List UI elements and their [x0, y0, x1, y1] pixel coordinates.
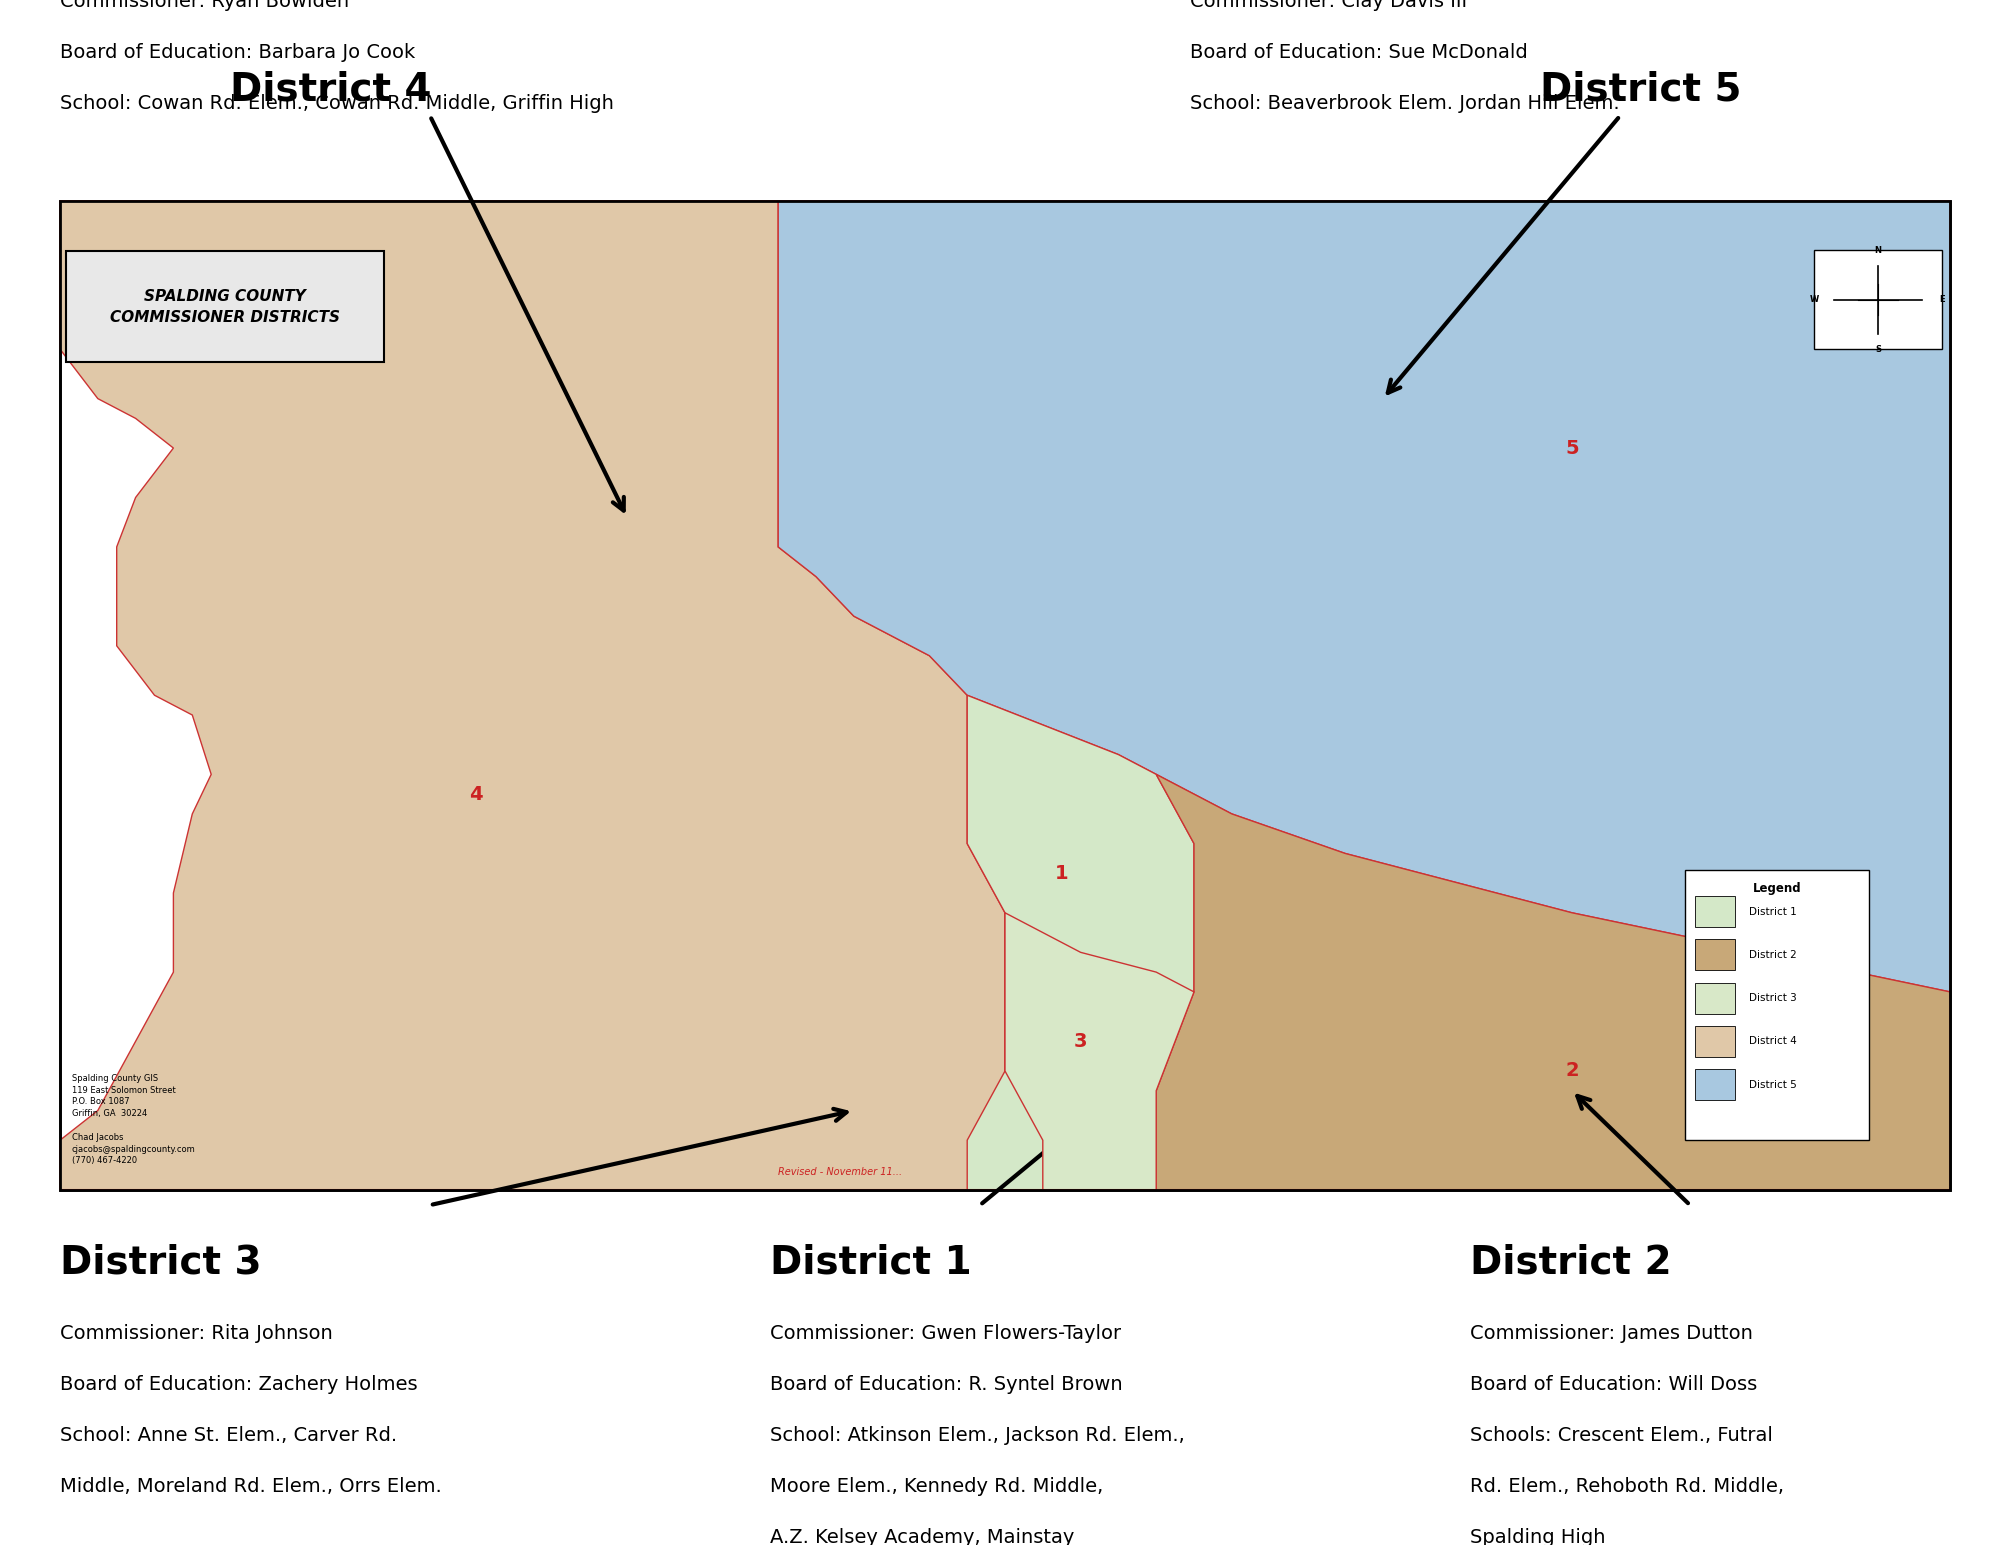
Bar	[1696, 1069, 1736, 1100]
Text: 4: 4	[468, 785, 482, 803]
Text: Commissioner: Gwen Flowers-Taylor: Commissioner: Gwen Flowers-Taylor	[770, 1324, 1122, 1343]
Bar	[1696, 1026, 1736, 1057]
Text: 3: 3	[1074, 1032, 1088, 1051]
FancyBboxPatch shape	[1814, 250, 1942, 349]
Text: Legend: Legend	[1754, 882, 1802, 895]
Text: District 5: District 5	[1750, 1080, 1798, 1089]
Text: Board of Education: Sue McDonald: Board of Education: Sue McDonald	[1190, 43, 1528, 62]
Text: District 1: District 1	[1750, 907, 1798, 916]
Text: W: W	[1810, 295, 1818, 304]
Text: District 3: District 3	[60, 1244, 262, 1282]
Polygon shape	[1004, 913, 1194, 1190]
Text: Commissioner: James Dutton: Commissioner: James Dutton	[1470, 1324, 1752, 1343]
Text: School: Cowan Rd. Elem., Cowan Rd. Middle, Griffin High: School: Cowan Rd. Elem., Cowan Rd. Middl…	[60, 94, 614, 113]
Text: E: E	[1940, 295, 1944, 304]
Text: N: N	[1874, 246, 1882, 255]
Text: 5: 5	[1566, 439, 1578, 457]
Bar	[1696, 939, 1736, 970]
Text: 1: 1	[1054, 864, 1068, 882]
Text: School: Atkinson Elem., Jackson Rd. Elem.,: School: Atkinson Elem., Jackson Rd. Elem…	[770, 1426, 1184, 1445]
Text: Board of Education: Barbara Jo Cook: Board of Education: Barbara Jo Cook	[60, 43, 416, 62]
Text: Commissioner: Rita Johnson: Commissioner: Rita Johnson	[60, 1324, 332, 1343]
Text: District 5: District 5	[1540, 70, 1742, 108]
Text: School: Beaverbrook Elem. Jordan Hill Elem.: School: Beaverbrook Elem. Jordan Hill El…	[1190, 94, 1620, 113]
Text: Commissioner: Ryan Bowlden: Commissioner: Ryan Bowlden	[60, 0, 350, 11]
Text: 2: 2	[1566, 1061, 1578, 1080]
Text: Spalding County GIS
119 East Solomon Street
P.O. Box 1087
Griffin, GA  30224

Ch: Spalding County GIS 119 East Solomon Str…	[72, 1074, 196, 1165]
Text: District 4: District 4	[1750, 1037, 1798, 1046]
Text: SPALDING COUNTY
COMMISSIONER DISTRICTS: SPALDING COUNTY COMMISSIONER DISTRICTS	[110, 289, 340, 324]
Polygon shape	[968, 695, 1194, 1190]
Polygon shape	[1156, 774, 1950, 1190]
Polygon shape	[778, 201, 1950, 992]
Bar	[1696, 983, 1736, 1014]
Text: District 4: District 4	[230, 70, 432, 108]
Text: Middle, Moreland Rd. Elem., Orrs Elem.: Middle, Moreland Rd. Elem., Orrs Elem.	[60, 1477, 442, 1496]
Text: Rd. Elem., Rehoboth Rd. Middle,: Rd. Elem., Rehoboth Rd. Middle,	[1470, 1477, 1784, 1496]
FancyBboxPatch shape	[60, 201, 1950, 1190]
Text: Board of Education: R. Syntel Brown: Board of Education: R. Syntel Brown	[770, 1375, 1122, 1394]
Text: District 2: District 2	[1470, 1244, 1672, 1282]
Text: Moore Elem., Kennedy Rd. Middle,: Moore Elem., Kennedy Rd. Middle,	[770, 1477, 1104, 1496]
FancyBboxPatch shape	[66, 250, 384, 362]
Text: Revised - November 11...: Revised - November 11...	[778, 1168, 902, 1177]
Text: Spalding High: Spalding High	[1470, 1528, 1606, 1545]
Bar	[1696, 896, 1736, 927]
Text: Commissioner: Clay Davis III: Commissioner: Clay Davis III	[1190, 0, 1468, 11]
Text: S: S	[1876, 345, 1882, 354]
Text: Board of Education: Zachery Holmes: Board of Education: Zachery Holmes	[60, 1375, 418, 1394]
Text: District 1: District 1	[770, 1244, 972, 1282]
Text: Schools: Crescent Elem., Futral: Schools: Crescent Elem., Futral	[1470, 1426, 1772, 1445]
Text: A.Z. Kelsey Academy, Mainstay: A.Z. Kelsey Academy, Mainstay	[770, 1528, 1074, 1545]
FancyBboxPatch shape	[1686, 870, 1870, 1140]
Text: District 2: District 2	[1750, 950, 1798, 959]
Text: School: Anne St. Elem., Carver Rd.: School: Anne St. Elem., Carver Rd.	[60, 1426, 398, 1445]
Text: District 3: District 3	[1750, 993, 1798, 1003]
Polygon shape	[60, 201, 1042, 1190]
Text: Board of Education: Will Doss: Board of Education: Will Doss	[1470, 1375, 1758, 1394]
